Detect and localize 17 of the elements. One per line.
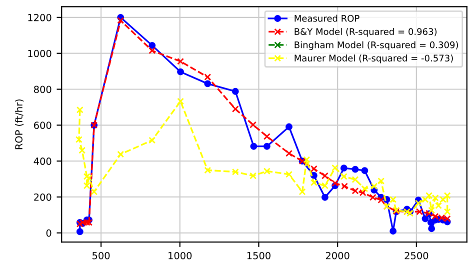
x-tick-label: 1000 xyxy=(168,252,192,260)
x-tick-label: 500 xyxy=(92,252,110,260)
legend-label: B&Y Model (R-squared = 0.963) xyxy=(294,28,437,37)
y-tick-label: 1200 xyxy=(28,14,52,22)
x-tick-label: 2000 xyxy=(326,252,350,260)
x-tick-label: 2500 xyxy=(404,252,428,260)
legend-label: Maurer Model (R-squared = -0.573) xyxy=(294,54,453,64)
y-tick-label: 0 xyxy=(46,229,52,237)
legend-label: Measured ROP xyxy=(294,14,360,22)
y-tick-label: 400 xyxy=(34,158,52,165)
y-tick-label: 600 xyxy=(34,122,52,129)
y-tick-label: 800 xyxy=(34,86,52,94)
y-tick-label: 200 xyxy=(34,193,52,201)
legend-label: Bingham Model (R-squared = 0.309) xyxy=(294,41,458,50)
y-tick-label: 1000 xyxy=(28,50,52,58)
x-tick-label: 1500 xyxy=(247,252,270,260)
y-axis-title: ROP (ft/hr) xyxy=(14,99,24,150)
